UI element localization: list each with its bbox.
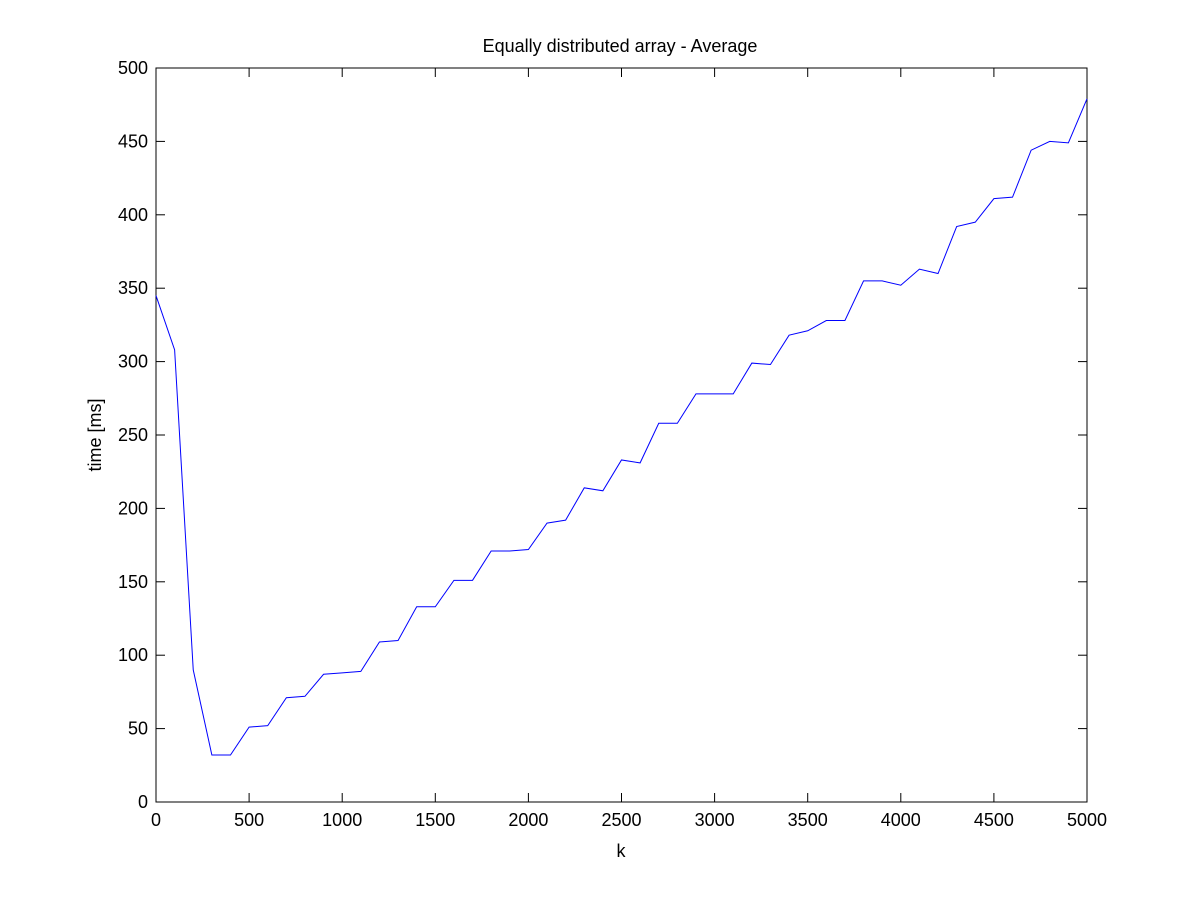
- y-tick-label: 50: [128, 719, 148, 739]
- y-tick-label: 0: [138, 792, 148, 812]
- y-axis: 0 50 100 150 200 250 300 350 400 450 500: [118, 58, 1087, 812]
- y-tick-label: 300: [118, 352, 148, 372]
- x-tick-label: 2500: [601, 810, 641, 830]
- x-tick-label: 1500: [415, 810, 455, 830]
- y-axis-label: time [ms]: [85, 398, 105, 471]
- y-tick-label: 450: [118, 131, 148, 151]
- x-axis: 0 500 1000 1500 2000 2500 3000 3500 4000 4500 5000: [151, 68, 1107, 830]
- series-group: [155, 98, 1088, 756]
- y-tick-label: 200: [118, 498, 148, 518]
- x-tick-label: 3500: [788, 810, 828, 830]
- x-tick-label: 3000: [695, 810, 735, 830]
- y-tick-label: 500: [118, 58, 148, 78]
- x-tick-label: 0: [151, 810, 161, 830]
- series-line-0: [155, 98, 1088, 756]
- y-tick-label: 250: [118, 425, 148, 445]
- y-tick-label: 350: [118, 278, 148, 298]
- y-tick-label: 150: [118, 572, 148, 592]
- x-tick-label: 4000: [881, 810, 921, 830]
- x-axis-label: k: [617, 841, 627, 861]
- x-tick-label: 5000: [1067, 810, 1107, 830]
- y-tick-label: 400: [118, 205, 148, 225]
- chart-title: Equally distributed array - Average: [483, 36, 758, 56]
- x-tick-label: 4500: [974, 810, 1014, 830]
- x-tick-label: 1000: [322, 810, 362, 830]
- y-tick-label: 100: [118, 645, 148, 665]
- plot-area-frame: [155, 67, 1088, 803]
- x-tick-label: 2000: [508, 810, 548, 830]
- x-tick-label: 500: [234, 810, 264, 830]
